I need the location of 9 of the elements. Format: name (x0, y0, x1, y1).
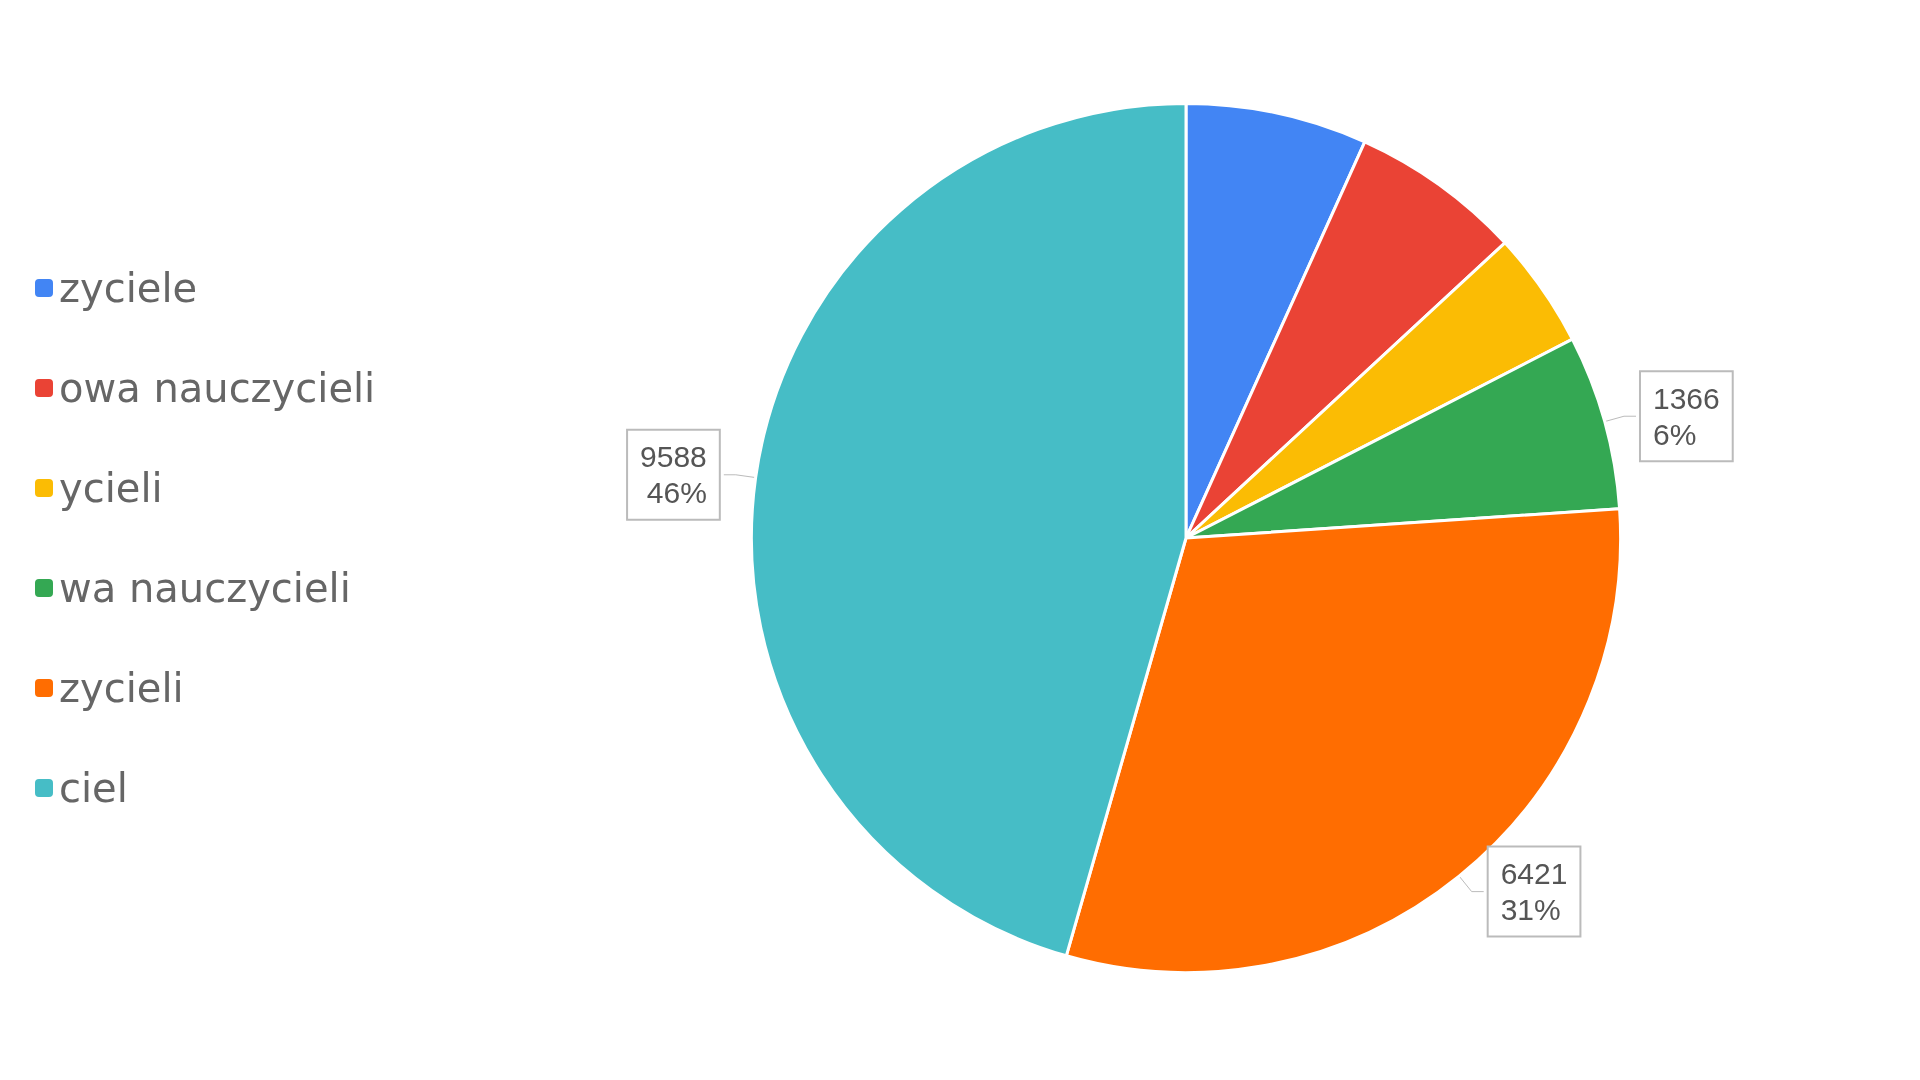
legend-label: owa nauczycieli (59, 365, 376, 411)
data-label: 1366 6% (1652, 381, 1720, 451)
data-label: 9588 46% (640, 440, 707, 510)
legend-label: ycieli (59, 465, 163, 511)
legend-label: zyciele (59, 265, 198, 311)
data-label: 6421 31% (1500, 857, 1568, 927)
legend-label: wa nauczycieli (59, 565, 351, 611)
legend-label: ciel (59, 765, 128, 811)
legend-label: zycieli (59, 665, 184, 711)
